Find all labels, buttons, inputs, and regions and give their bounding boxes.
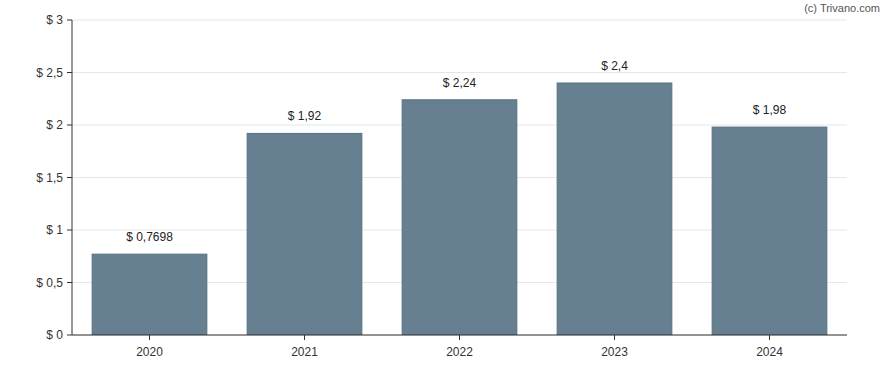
tick-mark [67,282,72,283]
bar [402,100,517,335]
tick-mark [67,230,72,231]
credit: (c) Trivano.com [804,2,880,14]
tick-mark [149,335,150,340]
bar [712,127,827,335]
bars [92,83,827,335]
tick-mark [304,335,305,340]
tick-mark [67,72,72,73]
tick-label: 2020 [136,345,163,359]
data-label: $ 2,4 [601,59,628,73]
tick-label: 2024 [756,345,783,359]
tick-label: $ 0 [46,328,63,342]
grid-line [72,72,847,73]
tick-label: $ 2,5 [36,66,63,80]
tick-label: $ 3 [46,13,63,27]
data-label: $ 2,24 [443,76,477,90]
tick-mark [67,177,72,178]
tick-label: $ 2 [46,118,63,132]
data-label: $ 1,92 [288,109,322,123]
tick-mark [769,335,770,340]
bar [557,83,672,335]
data-label: $ 1,98 [753,103,787,117]
tick-mark [67,20,72,21]
tick-label: 2021 [291,345,318,359]
tick-mark [459,335,460,340]
tick-label: $ 1 [46,223,63,237]
tick-label: 2022 [446,345,473,359]
tick-label: $ 0,5 [36,276,63,290]
tick-mark [67,125,72,126]
data-label: $ 0,7698 [126,230,173,244]
tick-mark [67,335,72,336]
tick-label: 2023 [601,345,628,359]
bar [247,133,362,335]
tick-label: $ 1,5 [36,171,63,185]
grid-line [72,20,847,21]
bar [92,254,207,335]
tick-mark [614,335,615,340]
chart: $ 0 $ 0,5 $ 1 $ 1,5 $ 2 $ 2,5 $ 3 $ 0,7698 $ 1,9… [0,0,888,370]
y-axis [72,20,73,335]
